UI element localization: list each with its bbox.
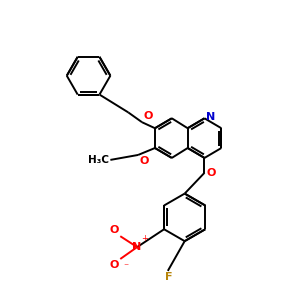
Text: +: + <box>141 234 148 243</box>
Text: F: F <box>165 272 172 282</box>
Text: ⁻: ⁻ <box>123 262 128 272</box>
Text: O: O <box>110 260 119 270</box>
Text: O: O <box>143 111 152 121</box>
Text: O: O <box>139 156 148 166</box>
Text: H₃C: H₃C <box>88 155 110 165</box>
Text: O: O <box>110 225 119 235</box>
Text: N: N <box>133 242 142 252</box>
Text: O: O <box>206 168 216 178</box>
Text: N: N <box>206 112 216 122</box>
